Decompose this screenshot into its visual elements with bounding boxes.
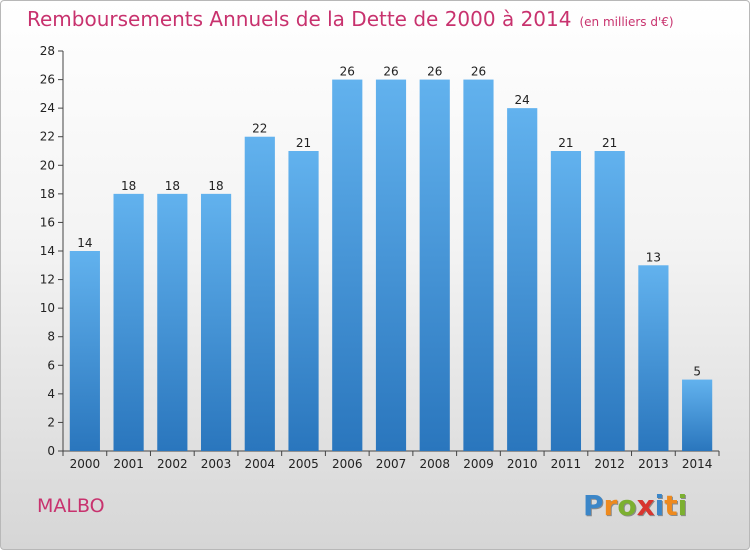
bar-value-label: 26 <box>340 65 355 79</box>
bar <box>244 136 275 451</box>
y-tick-label: 24 <box>40 101 55 115</box>
x-tick-label: 2005 <box>288 457 319 471</box>
x-tick-label: 2001 <box>113 457 144 471</box>
x-tick-label: 2010 <box>507 457 538 471</box>
logo-letter: i <box>654 489 665 522</box>
chart-value-labels: 14 18 18 18 22 21 26 26 26 26 24 21 21 13 5 <box>77 65 701 379</box>
bar-value-label: 18 <box>208 179 223 193</box>
bar <box>113 193 144 451</box>
bar <box>550 151 582 451</box>
y-tick-label: 2 <box>47 415 55 429</box>
logo-letter: r <box>603 489 618 522</box>
y-tick-label: 16 <box>40 215 55 229</box>
y-tick-label: 28 <box>40 44 55 58</box>
logo-letter: t <box>664 489 678 522</box>
bar <box>507 108 538 452</box>
bar-value-label: 21 <box>296 136 311 150</box>
logo-letter: x <box>636 489 655 522</box>
logo-letter: P <box>583 489 604 522</box>
bar <box>419 79 450 452</box>
bar-value-label: 26 <box>383 65 398 79</box>
bar-value-label: 13 <box>646 250 661 264</box>
y-tick-label: 18 <box>40 187 55 201</box>
y-tick-label: 26 <box>40 73 55 87</box>
chart-title: Remboursements Annuels de la Dette de 20… <box>27 7 572 31</box>
x-tick-label: 2000 <box>70 457 101 471</box>
bar <box>200 193 232 451</box>
y-tick-label: 22 <box>40 130 55 144</box>
y-tick-label: 12 <box>40 273 55 287</box>
bar <box>375 79 407 452</box>
bar-value-label: 26 <box>427 65 442 79</box>
bar <box>288 151 319 451</box>
x-tick-label: 2011 <box>551 457 582 471</box>
bar-value-label: 14 <box>77 236 92 250</box>
bar-value-label: 26 <box>471 65 486 79</box>
x-tick-label: 2008 <box>419 457 450 471</box>
y-tick-label: 4 <box>47 387 55 401</box>
proxiti-logo: Proxiti <box>583 489 687 522</box>
y-tick-label: 14 <box>40 244 55 258</box>
bar <box>594 151 625 451</box>
bar-value-label: 21 <box>558 136 573 150</box>
bar <box>69 251 100 451</box>
bar <box>638 265 669 451</box>
x-tick-label: 2012 <box>594 457 625 471</box>
y-tick-label: 8 <box>47 330 55 344</box>
logo-letter: i <box>677 489 688 522</box>
chart-bars <box>69 79 713 452</box>
x-tick-label: 2006 <box>332 457 363 471</box>
bar-value-label: 5 <box>693 365 701 379</box>
bar <box>682 379 713 451</box>
chart-unit-note: (en milliers d'€) <box>579 15 674 29</box>
bar-value-label: 22 <box>252 122 267 136</box>
bar-value-label: 18 <box>121 179 136 193</box>
x-tick-label: 2013 <box>638 457 669 471</box>
x-tick-label: 2014 <box>682 457 713 471</box>
logo-letter: o <box>617 489 637 522</box>
y-tick-label: 6 <box>47 358 55 372</box>
x-tick-label: 2009 <box>463 457 494 471</box>
x-tick-label: 2004 <box>245 457 276 471</box>
y-tick-label: 20 <box>40 158 55 172</box>
chart-title-line: Remboursements Annuels de la Dette de 20… <box>27 7 674 31</box>
x-tick-label: 2002 <box>157 457 188 471</box>
x-tick-label: 2007 <box>376 457 407 471</box>
y-tick-label: 0 <box>47 444 55 458</box>
bar <box>463 79 494 452</box>
commune-name: MALBO <box>37 495 105 517</box>
bar <box>332 79 363 452</box>
x-tick-label: 2003 <box>201 457 232 471</box>
bar <box>157 193 188 451</box>
bar-value-label: 18 <box>165 179 180 193</box>
y-tick-label: 10 <box>40 301 55 315</box>
bar-value-label: 21 <box>602 136 617 150</box>
bar-value-label: 24 <box>515 93 530 107</box>
